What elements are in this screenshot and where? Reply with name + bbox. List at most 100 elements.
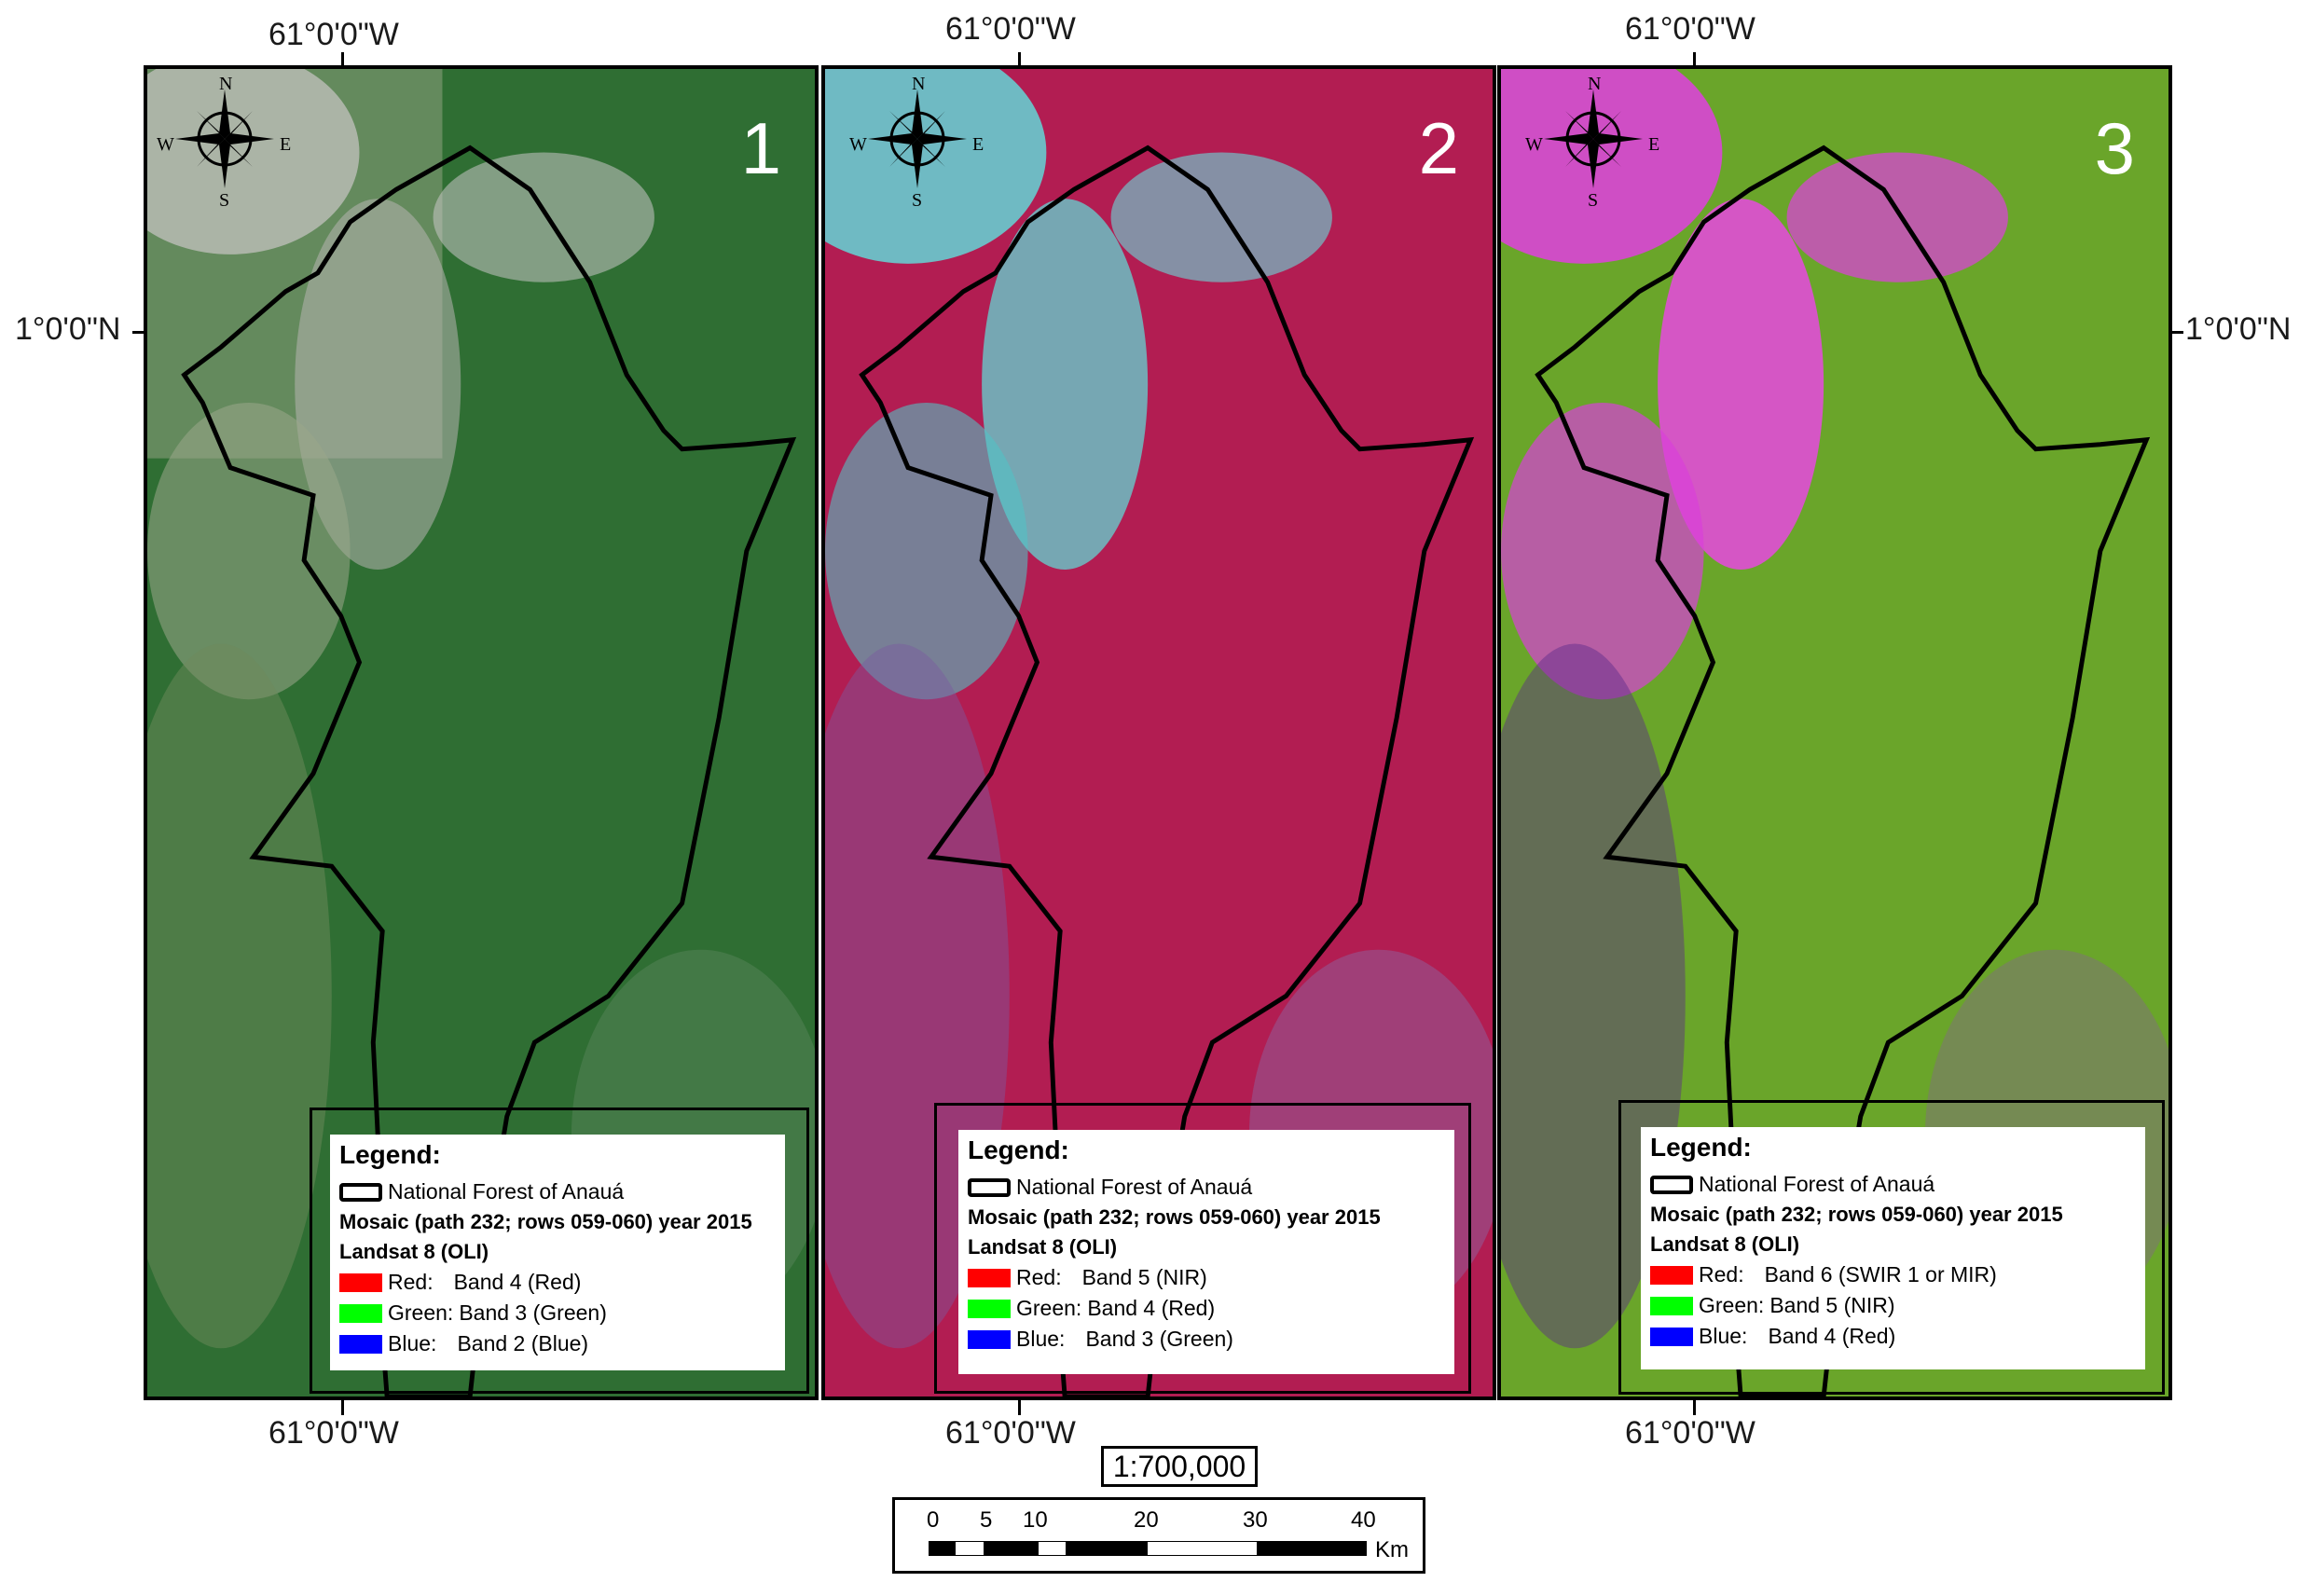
legend-band-red: Red: Band 4 (Red) bbox=[339, 1270, 776, 1295]
band-label: Red: bbox=[388, 1270, 434, 1294]
blue-swatch bbox=[968, 1329, 1011, 1349]
band-value: Band 2 (Blue) bbox=[457, 1331, 589, 1355]
band-label: Red: bbox=[1699, 1262, 1744, 1286]
legend-band-blue: Blue: Band 2 (Blue) bbox=[339, 1331, 776, 1356]
scale-tick-20: 20 bbox=[1134, 1507, 1159, 1533]
lon-tick-bottom-1 bbox=[341, 1400, 344, 1415]
compass-n: N bbox=[1588, 74, 1602, 94]
legend-frame bbox=[1618, 1100, 2165, 1395]
legend-box: Legend: National Forest of Anauá Mosaic … bbox=[1641, 1127, 2145, 1369]
scale-bar-segments bbox=[929, 1541, 1367, 1556]
blue-swatch bbox=[339, 1334, 382, 1354]
scale-bar: 0 5 10 20 30 40 Km bbox=[892, 1497, 1425, 1574]
legend-sensor: Landsat 8 (OLI) bbox=[339, 1240, 489, 1263]
blue-swatch bbox=[1650, 1327, 1693, 1346]
compass-e: E bbox=[280, 134, 292, 155]
legend-sensor: Landsat 8 (OLI) bbox=[1650, 1232, 1800, 1256]
band-label: Green: bbox=[1699, 1293, 1765, 1317]
map-panel-2: N S E W 2 Legend: National Forest of Ana… bbox=[821, 65, 1496, 1400]
scale-tick-30: 30 bbox=[1243, 1507, 1268, 1533]
legend-boundary-label: National Forest of Anauá bbox=[1016, 1175, 1253, 1199]
scale-unit: Km bbox=[1375, 1537, 1409, 1562]
legend-box: Legend: National Forest of Anauá Mosaic … bbox=[958, 1130, 1454, 1374]
compass-e: E bbox=[972, 134, 984, 155]
panel-number: 2 bbox=[1418, 107, 1459, 189]
compass-s: S bbox=[219, 190, 230, 211]
band-label: Green: bbox=[388, 1300, 454, 1325]
band-value: Band 5 (NIR) bbox=[1081, 1265, 1207, 1289]
band-label: Red: bbox=[1016, 1265, 1062, 1289]
legend-band-green: Green: Band 3 (Green) bbox=[339, 1300, 776, 1326]
scale-tick-5: 5 bbox=[980, 1507, 993, 1533]
legend-band-red: Red: Band 6 (SWIR 1 or MIR) bbox=[1650, 1262, 2136, 1287]
scale-tick-10: 10 bbox=[1023, 1507, 1048, 1533]
legend-boundary-row: National Forest of Anauá bbox=[339, 1179, 776, 1204]
map-panel-3: N S E W 3 Legend: National Forest of Ana… bbox=[1497, 65, 2172, 1400]
lon-label-bottom-3: 61°0'0"W bbox=[1625, 1415, 1755, 1451]
lon-label-bottom-1: 61°0'0"W bbox=[268, 1415, 399, 1451]
legend-boundary-row: National Forest of Anauá bbox=[1650, 1172, 2136, 1197]
lon-tick-bottom-2 bbox=[1018, 1400, 1021, 1415]
scale-tick-40: 40 bbox=[1351, 1507, 1376, 1533]
lon-label-top-2: 61°0'0"W bbox=[945, 11, 1076, 47]
legend-frame bbox=[934, 1103, 1471, 1394]
legend-frame bbox=[310, 1108, 809, 1394]
red-swatch bbox=[339, 1273, 382, 1292]
band-label: Blue: bbox=[1699, 1324, 1748, 1348]
compass-rose-icon bbox=[868, 89, 967, 188]
legend-band-blue: Blue: Band 3 (Green) bbox=[968, 1327, 1445, 1352]
legend-mosaic: Mosaic (path 232; rows 059-060) year 201… bbox=[339, 1210, 752, 1233]
legend-box: Legend: National Forest of Anauá Mosaic … bbox=[330, 1135, 785, 1370]
compass-rose-icon bbox=[175, 89, 274, 188]
band-label: Green: bbox=[1016, 1296, 1082, 1320]
map-panel-1: N S E W 1 Legend: National Forest of Ana… bbox=[144, 65, 819, 1400]
boundary-swatch bbox=[968, 1177, 1011, 1197]
legend-title: Legend: bbox=[339, 1140, 441, 1169]
compass-s: S bbox=[1588, 190, 1599, 211]
lon-tick-bottom-3 bbox=[1693, 1400, 1696, 1415]
band-value: Band 4 (Red) bbox=[453, 1270, 582, 1294]
legend-band-red: Red: Band 5 (NIR) bbox=[968, 1265, 1445, 1290]
red-swatch bbox=[968, 1268, 1011, 1287]
legend-band-green: Green: Band 4 (Red) bbox=[968, 1296, 1445, 1321]
band-value: Band 4 (Red) bbox=[1087, 1296, 1216, 1320]
compass-n: N bbox=[219, 74, 233, 94]
legend-title: Legend: bbox=[968, 1135, 1069, 1164]
lat-label-right: 1°0'0"N bbox=[2185, 311, 2292, 347]
compass-w: W bbox=[849, 134, 867, 155]
lat-tick-right bbox=[2170, 331, 2183, 334]
band-value: Band 3 (Green) bbox=[459, 1300, 607, 1325]
band-label: Blue: bbox=[388, 1331, 437, 1355]
legend-sensor: Landsat 8 (OLI) bbox=[968, 1235, 1118, 1259]
compass-e: E bbox=[1648, 134, 1660, 155]
band-value: Band 5 (NIR) bbox=[1769, 1293, 1895, 1317]
compass-rose-icon bbox=[1544, 89, 1643, 188]
lat-label-left: 1°0'0"N bbox=[15, 311, 121, 347]
compass-w: W bbox=[157, 134, 174, 155]
lon-tick-top-2 bbox=[1018, 52, 1021, 67]
band-value: Band 3 (Green) bbox=[1085, 1327, 1233, 1351]
lat-tick-left bbox=[132, 331, 145, 334]
green-swatch bbox=[1650, 1296, 1693, 1315]
legend-boundary-label: National Forest of Anauá bbox=[388, 1179, 625, 1204]
lon-label-bottom-2: 61°0'0"W bbox=[945, 1415, 1076, 1451]
compass-w: W bbox=[1525, 134, 1543, 155]
boundary-swatch bbox=[1650, 1175, 1693, 1194]
lon-label-top-3: 61°0'0"W bbox=[1625, 11, 1755, 47]
green-swatch bbox=[339, 1303, 382, 1323]
scale-ratio: 1:700,000 bbox=[1101, 1446, 1258, 1487]
legend-title: Legend: bbox=[1650, 1133, 1752, 1162]
green-swatch bbox=[968, 1299, 1011, 1318]
band-value: Band 4 (Red) bbox=[1768, 1324, 1896, 1348]
band-value: Band 6 (SWIR 1 or MIR) bbox=[1764, 1262, 1997, 1286]
legend-boundary-row: National Forest of Anauá bbox=[968, 1175, 1445, 1200]
lon-tick-top-3 bbox=[1693, 52, 1696, 67]
legend-band-green: Green: Band 5 (NIR) bbox=[1650, 1293, 2136, 1318]
band-label: Blue: bbox=[1016, 1327, 1066, 1351]
panel-number: 3 bbox=[2094, 107, 2135, 189]
lon-tick-top-1 bbox=[341, 52, 344, 67]
legend-mosaic: Mosaic (path 232; rows 059-060) year 201… bbox=[1650, 1203, 2063, 1226]
legend-boundary-label: National Forest of Anauá bbox=[1699, 1172, 1935, 1196]
lon-label-top-1: 61°0'0"W bbox=[268, 17, 399, 52]
compass-n: N bbox=[912, 74, 926, 94]
